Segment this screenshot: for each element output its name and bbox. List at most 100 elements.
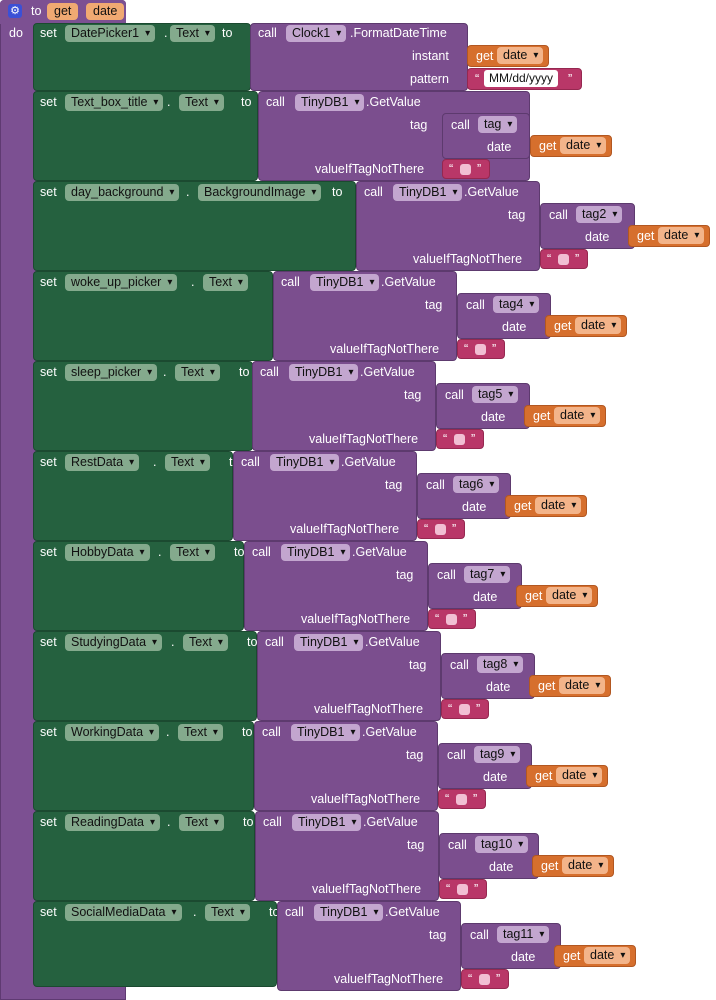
date-label: date xyxy=(487,140,512,154)
tag-label: tag xyxy=(425,298,443,312)
get-date-dropdown[interactable]: date xyxy=(556,767,603,784)
get-date-dropdown[interactable]: date xyxy=(497,47,544,64)
set-label: set xyxy=(40,635,57,649)
component-dropdown[interactable]: ReadingData xyxy=(65,814,160,831)
empty-string[interactable] xyxy=(475,344,486,355)
get-date-dropdown[interactable]: date xyxy=(546,587,593,604)
property-dropdown[interactable]: Text xyxy=(178,724,223,741)
call-getvalue-block[interactable] xyxy=(254,721,438,811)
method-label: .GetValue xyxy=(363,815,418,829)
component-dropdown[interactable]: sleep_picker xyxy=(65,364,158,381)
tag-procedure-dropdown[interactable]: tag8 xyxy=(477,656,524,673)
tag-label: tag xyxy=(406,748,424,762)
tag-procedure-dropdown[interactable]: tag5 xyxy=(472,386,519,403)
get-date-dropdown[interactable]: date xyxy=(584,947,631,964)
set-label: set xyxy=(40,725,57,739)
get-date-dropdown[interactable]: date xyxy=(554,407,601,424)
empty-string[interactable] xyxy=(479,974,490,985)
value-if-tag-not-there-label: valueIfTagNotThere xyxy=(314,702,424,716)
empty-string[interactable] xyxy=(459,704,470,715)
dot-label: . xyxy=(167,95,171,109)
tag-procedure-dropdown[interactable]: tag6 xyxy=(453,476,500,493)
get-date-dropdown[interactable]: date xyxy=(535,497,582,514)
call-label: call xyxy=(266,95,285,109)
tinydb-dropdown[interactable]: TinyDB1 xyxy=(310,274,380,291)
open-quote: “ xyxy=(446,882,451,896)
tag-procedure-dropdown[interactable]: tag4 xyxy=(493,296,540,313)
get-date-dropdown[interactable]: date xyxy=(658,227,705,244)
value-if-tag-not-there-label: valueIfTagNotThere xyxy=(413,252,523,266)
property-dropdown[interactable]: Text xyxy=(205,904,250,921)
dot-label: . xyxy=(193,905,197,919)
property-dropdown[interactable]: Text xyxy=(183,634,228,651)
call-tag-procedure-block[interactable] xyxy=(441,653,535,699)
empty-string[interactable] xyxy=(454,434,465,445)
get-date-dropdown[interactable]: date xyxy=(559,677,606,694)
tag-procedure-dropdown[interactable]: tag11 xyxy=(497,926,550,943)
tinydb-dropdown[interactable]: TinyDB1 xyxy=(289,364,359,381)
get-date-dropdown[interactable]: date xyxy=(562,857,609,874)
tinydb-dropdown[interactable]: TinyDB1 xyxy=(270,454,340,471)
procedure-name[interactable]: get xyxy=(47,3,79,20)
empty-string[interactable] xyxy=(460,164,471,175)
get-label: get xyxy=(514,499,532,513)
call-component-dropdown[interactable]: Clock1 xyxy=(286,25,347,42)
property-dropdown[interactable]: BackgroundImage xyxy=(198,184,322,201)
get-label: get xyxy=(541,859,559,873)
component-dropdown[interactable]: StudyingData xyxy=(65,634,163,651)
property-dropdown[interactable]: Text xyxy=(179,94,224,111)
get-date-dropdown[interactable]: date xyxy=(560,137,607,154)
gear-icon[interactable]: ⚙ xyxy=(8,4,22,18)
set-label: set xyxy=(40,455,57,469)
property-dropdown[interactable]: Text xyxy=(170,25,215,42)
tag-label: tag xyxy=(429,928,447,942)
tag-procedure-dropdown[interactable]: tag10 xyxy=(475,836,529,853)
method-label: .GetValue xyxy=(365,635,420,649)
empty-string[interactable] xyxy=(446,614,457,625)
tinydb-dropdown[interactable]: TinyDB1 xyxy=(292,814,362,831)
procedure-param[interactable]: date xyxy=(86,3,125,20)
empty-string[interactable] xyxy=(435,524,446,535)
tag-procedure-dropdown[interactable]: tag2 xyxy=(576,206,623,223)
empty-string[interactable] xyxy=(558,254,569,265)
component-dropdown[interactable]: day_background xyxy=(65,184,180,201)
component-dropdown[interactable]: woke_up_picker xyxy=(65,274,178,291)
property-dropdown[interactable]: Text xyxy=(203,274,248,291)
close-quote: ” xyxy=(463,612,468,626)
tinydb-dropdown[interactable]: TinyDB1 xyxy=(291,724,361,741)
property-dropdown[interactable]: Text xyxy=(165,454,210,471)
tag-procedure-dropdown[interactable]: tag9 xyxy=(474,746,521,763)
property-dropdown[interactable]: Text xyxy=(170,544,215,561)
to-label: to xyxy=(222,26,233,40)
tinydb-dropdown[interactable]: TinyDB1 xyxy=(294,634,364,651)
call-label: call xyxy=(281,275,300,289)
to-label: to xyxy=(332,185,343,199)
instant-label: instant xyxy=(412,49,449,63)
property-dropdown[interactable]: Text xyxy=(179,814,224,831)
tinydb-dropdown[interactable]: TinyDB1 xyxy=(281,544,351,561)
component-dropdown[interactable]: WorkingData xyxy=(65,724,160,741)
property-dropdown[interactable]: Text xyxy=(175,364,220,381)
component-dropdown[interactable]: SocialMediaData xyxy=(65,904,182,921)
tag-procedure-dropdown[interactable]: tag xyxy=(478,116,518,133)
component-dropdown[interactable]: HobbyData xyxy=(65,544,150,561)
empty-string[interactable] xyxy=(456,794,467,805)
tinydb-dropdown[interactable]: TinyDB1 xyxy=(393,184,463,201)
tinydb-dropdown[interactable]: TinyDB1 xyxy=(314,904,384,921)
tinydb-dropdown[interactable]: TinyDB1 xyxy=(295,94,365,111)
value-if-tag-not-there-label: valueIfTagNotThere xyxy=(330,342,440,356)
component-dropdown[interactable]: DatePicker1 xyxy=(65,25,156,42)
empty-string[interactable] xyxy=(457,884,468,895)
pattern-string[interactable]: MM/dd/yyyy xyxy=(484,70,559,87)
date-label: date xyxy=(502,320,527,334)
component-dropdown[interactable]: Text_box_title xyxy=(65,94,164,111)
to-label: to xyxy=(247,635,258,649)
call-label: call xyxy=(285,905,304,919)
get-date-dropdown[interactable]: date xyxy=(575,317,622,334)
open-quote: “ xyxy=(448,702,453,716)
close-quote: ” xyxy=(473,792,478,806)
component-dropdown[interactable]: RestData xyxy=(65,454,140,471)
tag-procedure-dropdown[interactable]: tag7 xyxy=(464,566,511,583)
set-label: set xyxy=(40,275,57,289)
value-if-tag-not-there-label: valueIfTagNotThere xyxy=(301,612,411,626)
